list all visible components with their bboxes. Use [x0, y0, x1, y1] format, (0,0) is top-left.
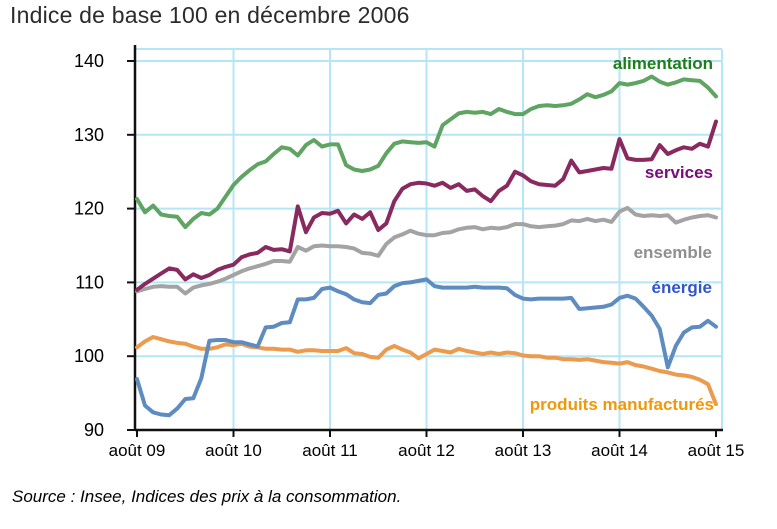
series-label-ensemble: ensemble: [634, 243, 712, 262]
y-axis-tick-label: 140: [74, 51, 104, 71]
y-axis-tick-label: 90: [84, 420, 104, 440]
series-label-services: services: [645, 163, 713, 182]
x-axis-tick-label: août 10: [205, 441, 262, 460]
y-axis-tick-label: 120: [74, 199, 104, 219]
y-axis-tick-label: 130: [74, 125, 104, 145]
y-axis-tick-label: 100: [74, 346, 104, 366]
x-axis-tick-label: août 09: [109, 441, 166, 460]
series-line-alimentation: [135, 74, 718, 230]
chart-title: Indice de base 100 en décembre 2006: [10, 2, 410, 28]
series-line-energie: [135, 277, 718, 418]
series-line-produits_manufactures: [135, 335, 718, 407]
x-axis-tick-label: août 11: [302, 441, 357, 460]
x-axis-tick-label: août 14: [591, 441, 648, 460]
series-line-ensemble: [135, 205, 718, 296]
x-axis-tick-label: août 15: [688, 441, 745, 460]
series-label-produits_manufactures: produits manufacturés: [530, 395, 714, 414]
y-axis-tick-label: 110: [75, 272, 104, 292]
series-line-services: [135, 119, 718, 292]
series-label-energie: énergie: [652, 278, 712, 297]
x-axis-tick-label: août 12: [398, 441, 455, 460]
series-label-alimentation: alimentation: [613, 54, 713, 73]
x-axis-tick-label: août 13: [495, 441, 552, 460]
source-note: Source : Insee, Indices des prix à la co…: [12, 487, 402, 506]
